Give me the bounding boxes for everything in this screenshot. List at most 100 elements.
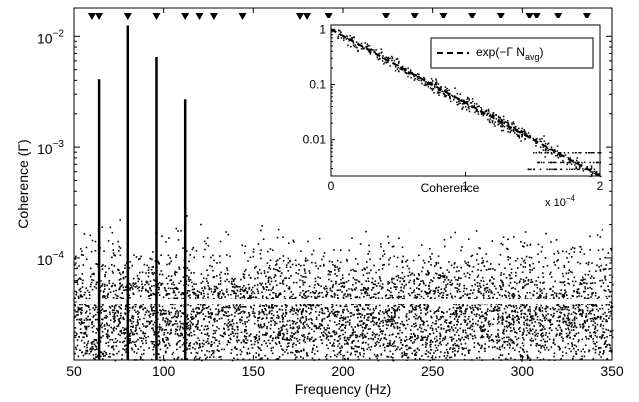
- noise-point: [83, 345, 86, 348]
- noise-point: [381, 297, 384, 300]
- noise-point: [509, 277, 511, 280]
- noise-point: [114, 293, 117, 296]
- noise-point: [591, 294, 593, 296]
- noise-point: [91, 343, 93, 345]
- noise-point: [375, 322, 377, 325]
- noise-point: [486, 283, 488, 285]
- noise-point: [342, 277, 344, 279]
- noise-point: [311, 349, 314, 351]
- noise-point: [328, 260, 331, 263]
- noise-point: [134, 303, 136, 306]
- noise-point: [529, 265, 531, 267]
- noise-point: [282, 324, 284, 327]
- noise-point: [225, 231, 227, 233]
- noise-point: [523, 338, 525, 341]
- noise-point: [218, 273, 221, 276]
- noise-point: [452, 328, 454, 331]
- noise-point: [430, 324, 433, 327]
- noise-point: [119, 254, 122, 257]
- noise-point: [113, 348, 115, 351]
- noise-point: [521, 342, 524, 344]
- noise-point: [158, 341, 161, 343]
- noise-point: [370, 314, 373, 317]
- noise-point: [540, 250, 543, 253]
- noise-point: [221, 289, 223, 292]
- noise-point: [274, 321, 276, 323]
- noise-point: [272, 292, 275, 294]
- noise-point: [454, 295, 456, 298]
- noise-point: [288, 242, 290, 244]
- noise-point: [378, 334, 380, 337]
- noise-point: [380, 353, 382, 355]
- noise-point: [405, 315, 407, 317]
- noise-point: [400, 277, 402, 279]
- noise-point: [282, 318, 284, 321]
- noise-point: [338, 270, 340, 272]
- noise-point: [512, 341, 515, 343]
- noise-point: [103, 316, 106, 319]
- noise-point: [94, 349, 96, 351]
- noise-point: [336, 314, 339, 316]
- noise-point: [298, 325, 301, 327]
- noise-point: [234, 292, 236, 294]
- noise-point: [516, 319, 518, 322]
- noise-point: [430, 316, 433, 319]
- noise-point: [394, 311, 396, 313]
- noise-point: [145, 339, 147, 342]
- noise-point: [451, 313, 454, 315]
- noise-point: [196, 290, 199, 292]
- noise-point: [503, 340, 505, 343]
- noise-point: [554, 280, 556, 283]
- noise-point: [151, 327, 153, 330]
- noise-point: [296, 338, 298, 340]
- noise-point: [393, 320, 396, 322]
- noise-point: [484, 343, 486, 345]
- noise-point: [518, 307, 521, 309]
- noise-point: [314, 297, 316, 299]
- noise-point: [282, 353, 284, 356]
- noise-point: [119, 334, 121, 337]
- noise-point: [198, 339, 201, 342]
- noise-point: [508, 274, 511, 276]
- noise-point: [550, 276, 553, 278]
- noise-point: [531, 333, 534, 335]
- noise-point: [469, 333, 472, 335]
- noise-point: [124, 264, 126, 267]
- noise-point: [390, 316, 393, 319]
- noise-point: [529, 319, 532, 322]
- noise-point: [455, 339, 458, 342]
- noise-point: [426, 292, 428, 294]
- noise-point: [318, 314, 320, 316]
- noise-point: [396, 265, 398, 268]
- noise-point: [343, 339, 346, 342]
- noise-point: [379, 328, 381, 330]
- noise-point: [144, 307, 146, 309]
- noise-point: [566, 298, 569, 300]
- noise-point: [154, 344, 156, 347]
- noise-point: [537, 350, 540, 352]
- noise-point: [477, 274, 480, 277]
- noise-point: [551, 290, 554, 292]
- noise-point: [544, 316, 546, 319]
- noise-point: [89, 267, 92, 270]
- noise-point: [213, 350, 215, 352]
- noise-point: [195, 307, 197, 310]
- noise-point: [467, 351, 470, 353]
- noise-point: [391, 277, 393, 280]
- noise-point: [100, 351, 103, 353]
- noise-point: [522, 356, 524, 358]
- noise-point: [488, 320, 491, 323]
- noise-point: [507, 256, 510, 258]
- noise-point: [400, 296, 402, 298]
- noise-point: [79, 349, 81, 351]
- noise-point: [174, 330, 177, 333]
- noise-point: [250, 294, 252, 297]
- noise-point: [578, 292, 581, 294]
- noise-point: [83, 342, 86, 344]
- noise-point: [199, 329, 201, 332]
- noise-point: [417, 336, 420, 339]
- noise-point: [248, 297, 251, 299]
- noise-point: [608, 317, 610, 319]
- noise-point: [351, 341, 354, 343]
- noise-point: [88, 353, 91, 355]
